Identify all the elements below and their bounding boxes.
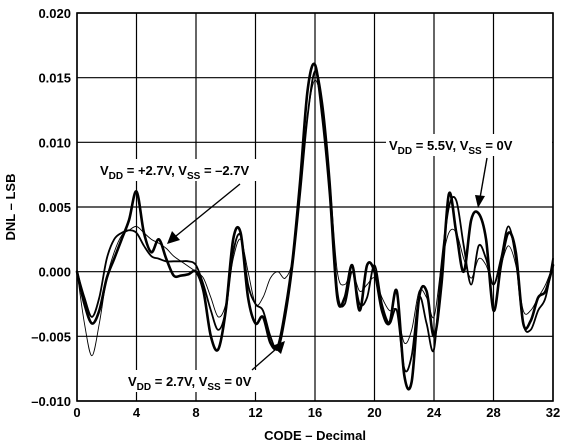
annotation-vdd-2v7: VDD = 2.7V, VSS = 0V xyxy=(126,341,288,393)
annotation-vdd-pm2v7-leader xyxy=(175,183,241,237)
annotation-vdd-2v7-arrow xyxy=(272,341,285,354)
annotation-vdd-pm2v7: VDD = +2.7V, VSS = –2.7V xyxy=(98,159,296,244)
y-tick-label: 0.015 xyxy=(38,71,71,86)
series-line-2 xyxy=(76,70,554,373)
x-axis-label: CODE – Decimal xyxy=(264,428,366,443)
x-tick-label: 8 xyxy=(192,405,199,420)
x-tick-label: 24 xyxy=(427,405,442,420)
y-tick-label: –0.010 xyxy=(31,394,71,409)
y-tick-label: –0.005 xyxy=(31,329,71,344)
annotation-vdd-2v7-text: VDD = 2.7V, VSS = 0V xyxy=(128,374,252,393)
x-tick-label: 20 xyxy=(367,405,381,420)
x-tick-label: 28 xyxy=(486,405,500,420)
annotation-vdd-pm2v7-arrow xyxy=(167,231,180,244)
x-tick-label: 4 xyxy=(133,405,141,420)
y-axis-label: DNL – LSB xyxy=(3,174,18,241)
y-tick-label: 0.010 xyxy=(38,135,71,150)
y-tick-label: 0.020 xyxy=(38,6,71,21)
x-tick-label: 32 xyxy=(546,405,560,420)
plot-frame xyxy=(76,12,554,402)
annotation-vdd-5v5: VDD = 5.5V, VSS = 0V xyxy=(386,134,552,208)
x-tick-label: 0 xyxy=(73,405,80,420)
tick-labels: 0 4 8 12 16 20 24 28 32 –0.010 –0.005 0.000 0.005 0.0… xyxy=(31,6,560,420)
y-tick-label: 0.000 xyxy=(38,265,71,280)
series-lines xyxy=(75,62,555,391)
annotation-vdd-5v5-arrow xyxy=(475,195,485,208)
annotation-vdd-5v5-leader xyxy=(479,157,488,199)
x-tick-label: 16 xyxy=(308,405,322,420)
series-line-3 xyxy=(76,79,554,357)
x-tick-label: 12 xyxy=(248,405,262,420)
annotation-vdd-pm2v7-text: VDD = +2.7V, VSS = –2.7V xyxy=(100,163,249,182)
annotation-vdd-5v5-text: VDD = 5.5V, VSS = 0V xyxy=(389,138,513,157)
annotation-vdd-2v7-leader xyxy=(251,348,277,371)
y-tick-label: 0.005 xyxy=(38,200,71,215)
